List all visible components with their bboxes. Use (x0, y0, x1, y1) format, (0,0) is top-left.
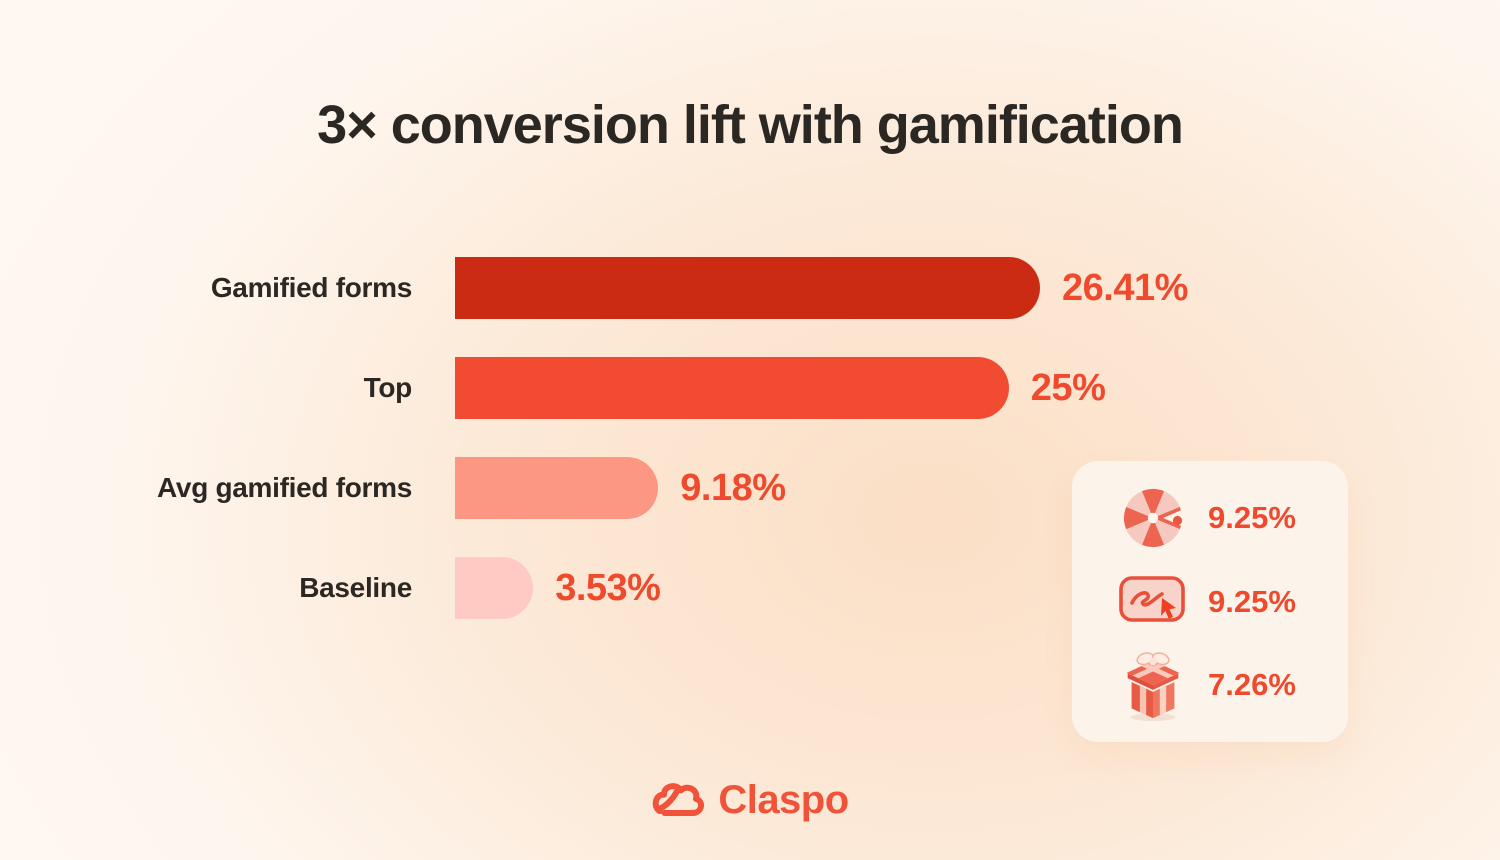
chart-row: Baseline 3.53% (0, 557, 661, 619)
bar (455, 357, 1009, 419)
stat-value: 7.26% (1208, 667, 1296, 703)
stat-row: 9.25% (1116, 481, 1348, 555)
gamification-stats-card: 9.25% 9.25% (1072, 461, 1348, 742)
category-label: Avg gamified forms (157, 472, 412, 503)
brand-name: Claspo (718, 777, 849, 822)
popup-scribble-icon (1116, 565, 1190, 639)
category-label: Gamified forms (210, 272, 412, 303)
chart-row: Gamified forms 26.41% (0, 257, 1188, 319)
fortune-wheel-icon (1116, 481, 1190, 555)
bar (455, 457, 659, 519)
stat-row: 9.25% (1116, 565, 1348, 639)
chart-row: Avg gamified forms 9.18% (0, 457, 786, 519)
brand-logo: Claspo (0, 772, 1500, 828)
category-label: Baseline (299, 572, 412, 603)
bar-value-label: 9.18% (680, 466, 786, 509)
bar-value-label: 3.53% (555, 566, 661, 609)
chart-title: 3× conversion lift with gamification (317, 95, 1184, 155)
bar-value-label: 25% (1030, 366, 1106, 409)
stat-value: 9.25% (1208, 499, 1296, 535)
bar (455, 557, 534, 619)
claspo-cloud-icon (651, 779, 707, 821)
gift-box-icon (1116, 648, 1190, 722)
bar-chart: Gamified forms 26.41% Top 25% Avg gamifi… (0, 257, 1500, 657)
stat-row: 7.26% (1116, 648, 1348, 722)
category-label: Top (363, 372, 413, 403)
bar (455, 257, 1040, 319)
stat-value: 9.25% (1208, 583, 1296, 619)
bar-value-label: 26.41% (1062, 266, 1188, 309)
chart-row: Top 25% (0, 357, 1106, 419)
